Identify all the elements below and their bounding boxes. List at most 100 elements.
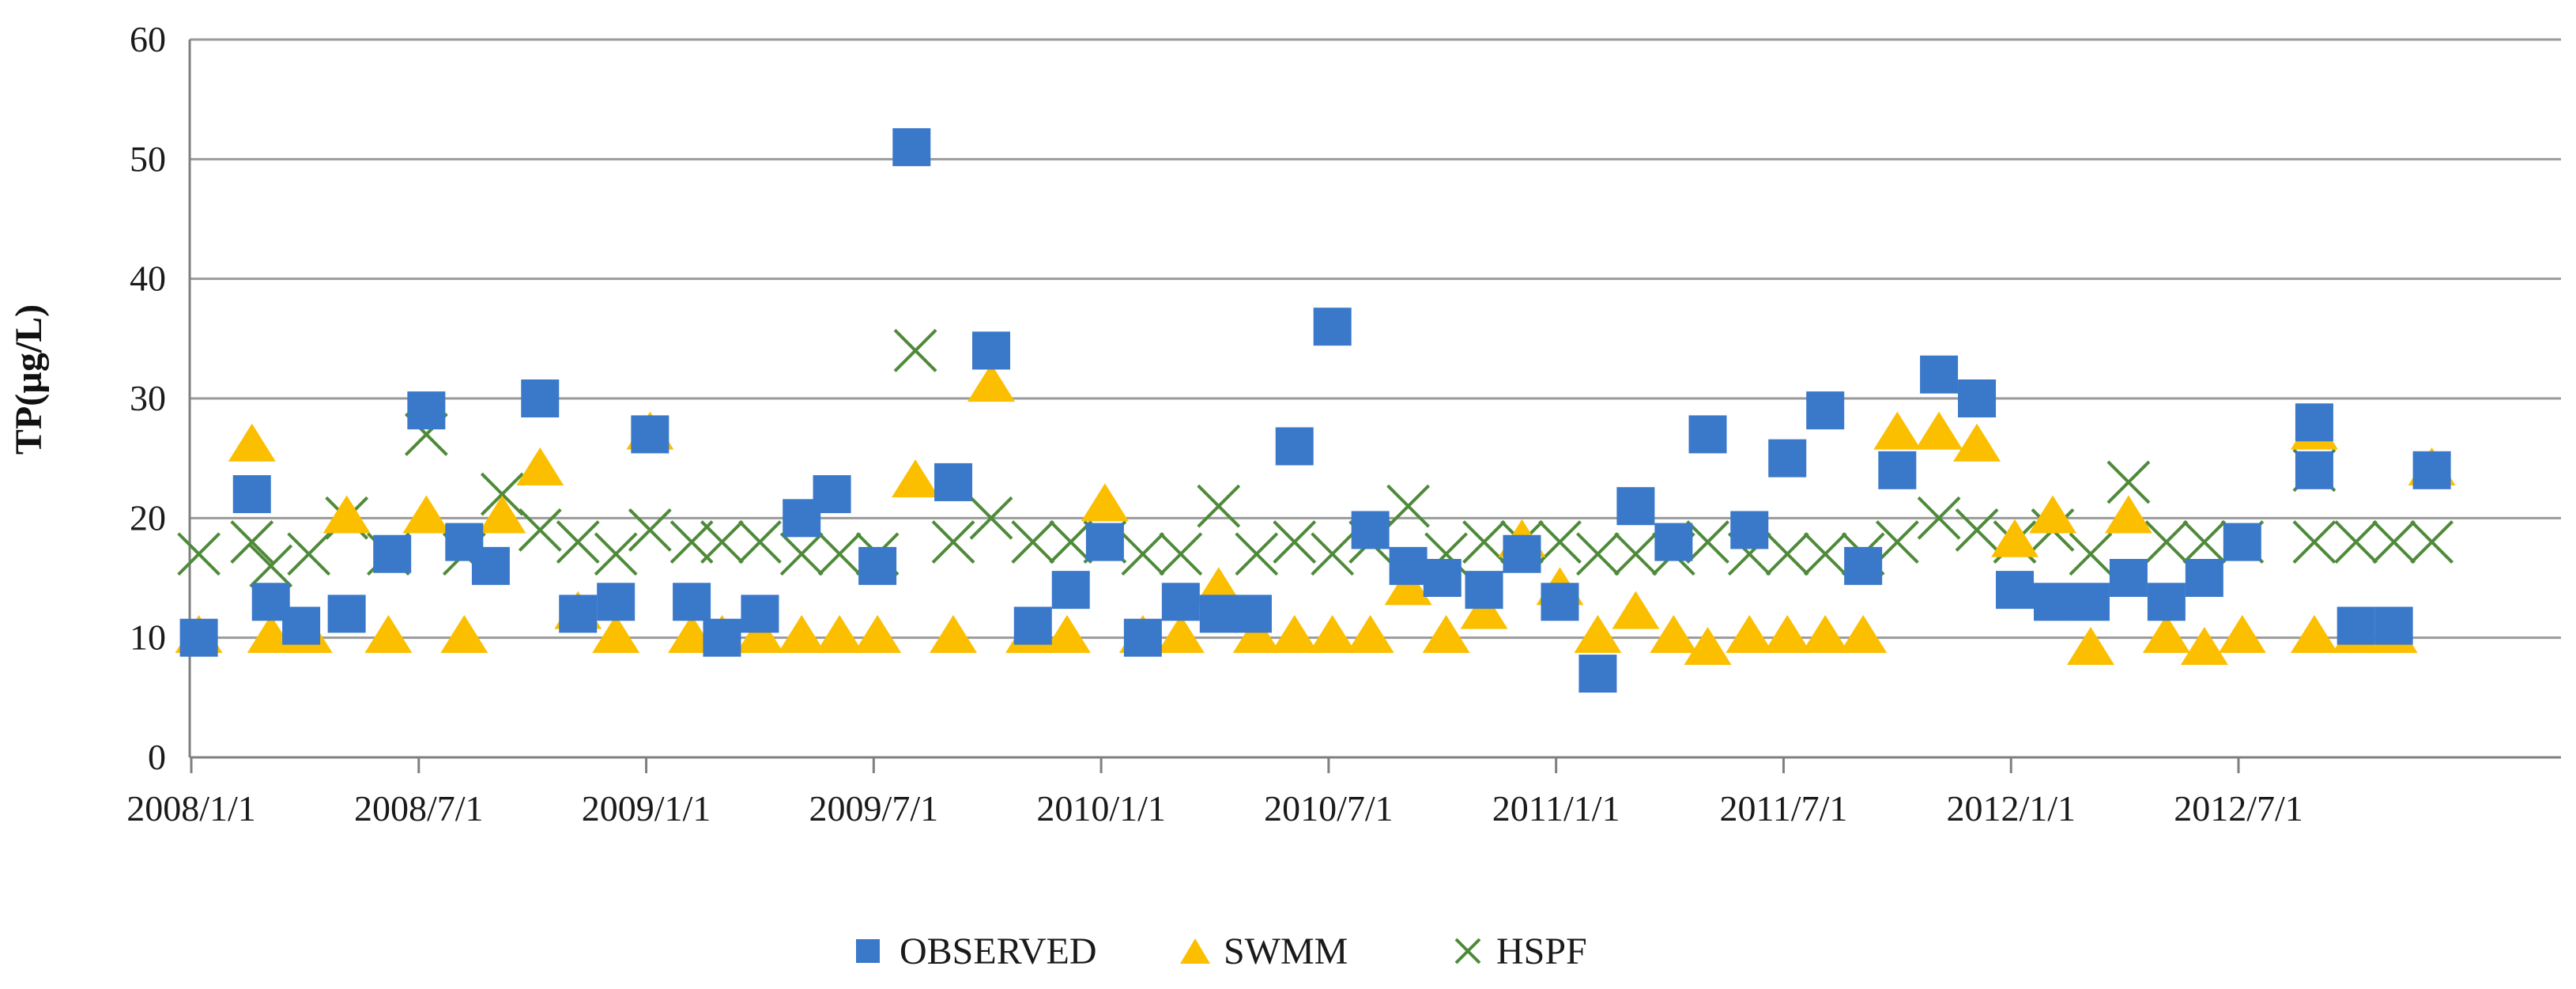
x-tick-label: 2011/1/1 bbox=[1492, 788, 1620, 829]
observed-point bbox=[1503, 534, 1541, 573]
swmm-point bbox=[1801, 614, 1850, 653]
hspf-point bbox=[1235, 532, 1279, 576]
x-tick-label: 2009/7/1 bbox=[809, 788, 939, 829]
hspf-point bbox=[1803, 532, 1847, 576]
swmm-point bbox=[2104, 495, 2152, 534]
hspf-point bbox=[249, 544, 293, 588]
hspf-point bbox=[1613, 532, 1658, 576]
legend-hspf-label: HSPF bbox=[1496, 930, 1587, 972]
y-tick-label: 30 bbox=[130, 378, 166, 418]
swmm-point bbox=[1346, 614, 1394, 653]
swmm-point bbox=[1763, 614, 1812, 653]
observed-point bbox=[892, 128, 931, 167]
observed-point bbox=[1541, 583, 1579, 621]
swmm-point bbox=[1156, 614, 1205, 653]
observed-point bbox=[327, 595, 366, 633]
observed-point bbox=[2295, 451, 2333, 489]
observed-point bbox=[1123, 618, 1162, 657]
y-tick-label: 40 bbox=[130, 259, 166, 299]
swmm-point bbox=[854, 614, 902, 653]
swmm-point bbox=[1422, 614, 1470, 653]
observed-point bbox=[1161, 583, 1200, 621]
swmm-point bbox=[1650, 614, 1698, 653]
observed-point bbox=[1313, 308, 1352, 346]
observed-point bbox=[521, 379, 560, 417]
swmm-point bbox=[2180, 627, 2228, 665]
observed-point bbox=[2109, 559, 2148, 597]
observed-point bbox=[597, 583, 636, 621]
hspf-point bbox=[669, 520, 714, 564]
observed-point bbox=[1616, 487, 1655, 526]
observed-point bbox=[1578, 655, 1617, 693]
observed-point bbox=[1806, 391, 1845, 430]
hspf-point bbox=[2334, 520, 2378, 564]
hspf-point bbox=[628, 508, 672, 552]
hspf-point bbox=[1197, 484, 1241, 528]
observed-point bbox=[1844, 546, 1883, 585]
swmm-point bbox=[1991, 519, 2039, 557]
hspf-point bbox=[230, 520, 274, 564]
y-tick-label: 20 bbox=[130, 497, 166, 538]
swmm-point bbox=[736, 614, 784, 653]
y-tick-labels: 0 10 20 30 40 50 60 bbox=[130, 19, 166, 777]
observed-point bbox=[559, 595, 598, 633]
hspf-point bbox=[287, 532, 331, 576]
hspf-point bbox=[738, 520, 782, 564]
swmm-point bbox=[440, 614, 488, 653]
y-axis-label: TP(µg/L) bbox=[8, 304, 50, 455]
legend-observed-marker bbox=[856, 939, 880, 963]
hspf-point bbox=[1311, 532, 1355, 576]
hspf-point bbox=[2106, 460, 2151, 504]
observed-point bbox=[2033, 583, 2072, 621]
swmm-point bbox=[1384, 567, 1432, 606]
observed-point bbox=[407, 391, 446, 430]
swmm-point bbox=[1612, 591, 1660, 629]
swmm-point bbox=[1915, 411, 1963, 450]
observed-point bbox=[179, 618, 218, 657]
hspf-point bbox=[1159, 532, 1203, 576]
observed-point bbox=[1878, 451, 1917, 489]
hspf-point bbox=[1049, 520, 1093, 564]
hspf-point bbox=[2292, 520, 2337, 564]
y-tick-label: 10 bbox=[130, 617, 166, 658]
hspf-point bbox=[1955, 508, 1999, 552]
observed-point bbox=[2185, 559, 2223, 597]
observed-point bbox=[2412, 451, 2451, 489]
x-tick-labels: 2008/1/1 2008/7/1 2009/1/1 2009/7/1 2010/1/1… bbox=[126, 788, 2303, 829]
observed-point bbox=[1465, 571, 1503, 610]
observed-point bbox=[741, 595, 779, 633]
swmm-point bbox=[2142, 614, 2190, 653]
swmm-point bbox=[322, 495, 371, 534]
observed-point bbox=[1233, 595, 1272, 633]
observed-point bbox=[1085, 523, 1124, 561]
swmm-point bbox=[1684, 627, 1732, 665]
hspf-point bbox=[1011, 520, 1055, 564]
swmm-point bbox=[967, 364, 1016, 402]
swmm-point bbox=[516, 447, 564, 485]
x-tick-label: 2010/1/1 bbox=[1036, 788, 1166, 829]
hspf-point bbox=[2182, 520, 2227, 564]
hspf-point bbox=[779, 532, 824, 576]
observed-point bbox=[2337, 606, 2375, 645]
swmm-point bbox=[1873, 411, 1922, 450]
hspf-point bbox=[177, 532, 221, 576]
observed-point bbox=[1920, 355, 1959, 394]
observed-point bbox=[1768, 439, 1807, 478]
observed-point bbox=[1275, 427, 1314, 466]
observed-point bbox=[2147, 583, 2186, 621]
swmm-point bbox=[2290, 614, 2338, 653]
observed-point bbox=[1013, 606, 1052, 645]
swmm-point bbox=[592, 614, 640, 653]
observed-series bbox=[179, 128, 2451, 693]
observed-point bbox=[631, 415, 669, 454]
hspf-point bbox=[594, 532, 638, 576]
legend-observed-label: OBSERVED bbox=[900, 930, 1097, 972]
x-tick-label: 2010/7/1 bbox=[1264, 788, 1394, 829]
hspf-point bbox=[817, 532, 862, 576]
y-tick-label: 50 bbox=[130, 138, 166, 179]
observed-point bbox=[703, 618, 741, 657]
observed-point bbox=[1730, 511, 1769, 549]
swmm-point bbox=[402, 495, 451, 534]
hspf-point bbox=[1462, 520, 1506, 564]
hspf-point bbox=[2372, 520, 2416, 564]
